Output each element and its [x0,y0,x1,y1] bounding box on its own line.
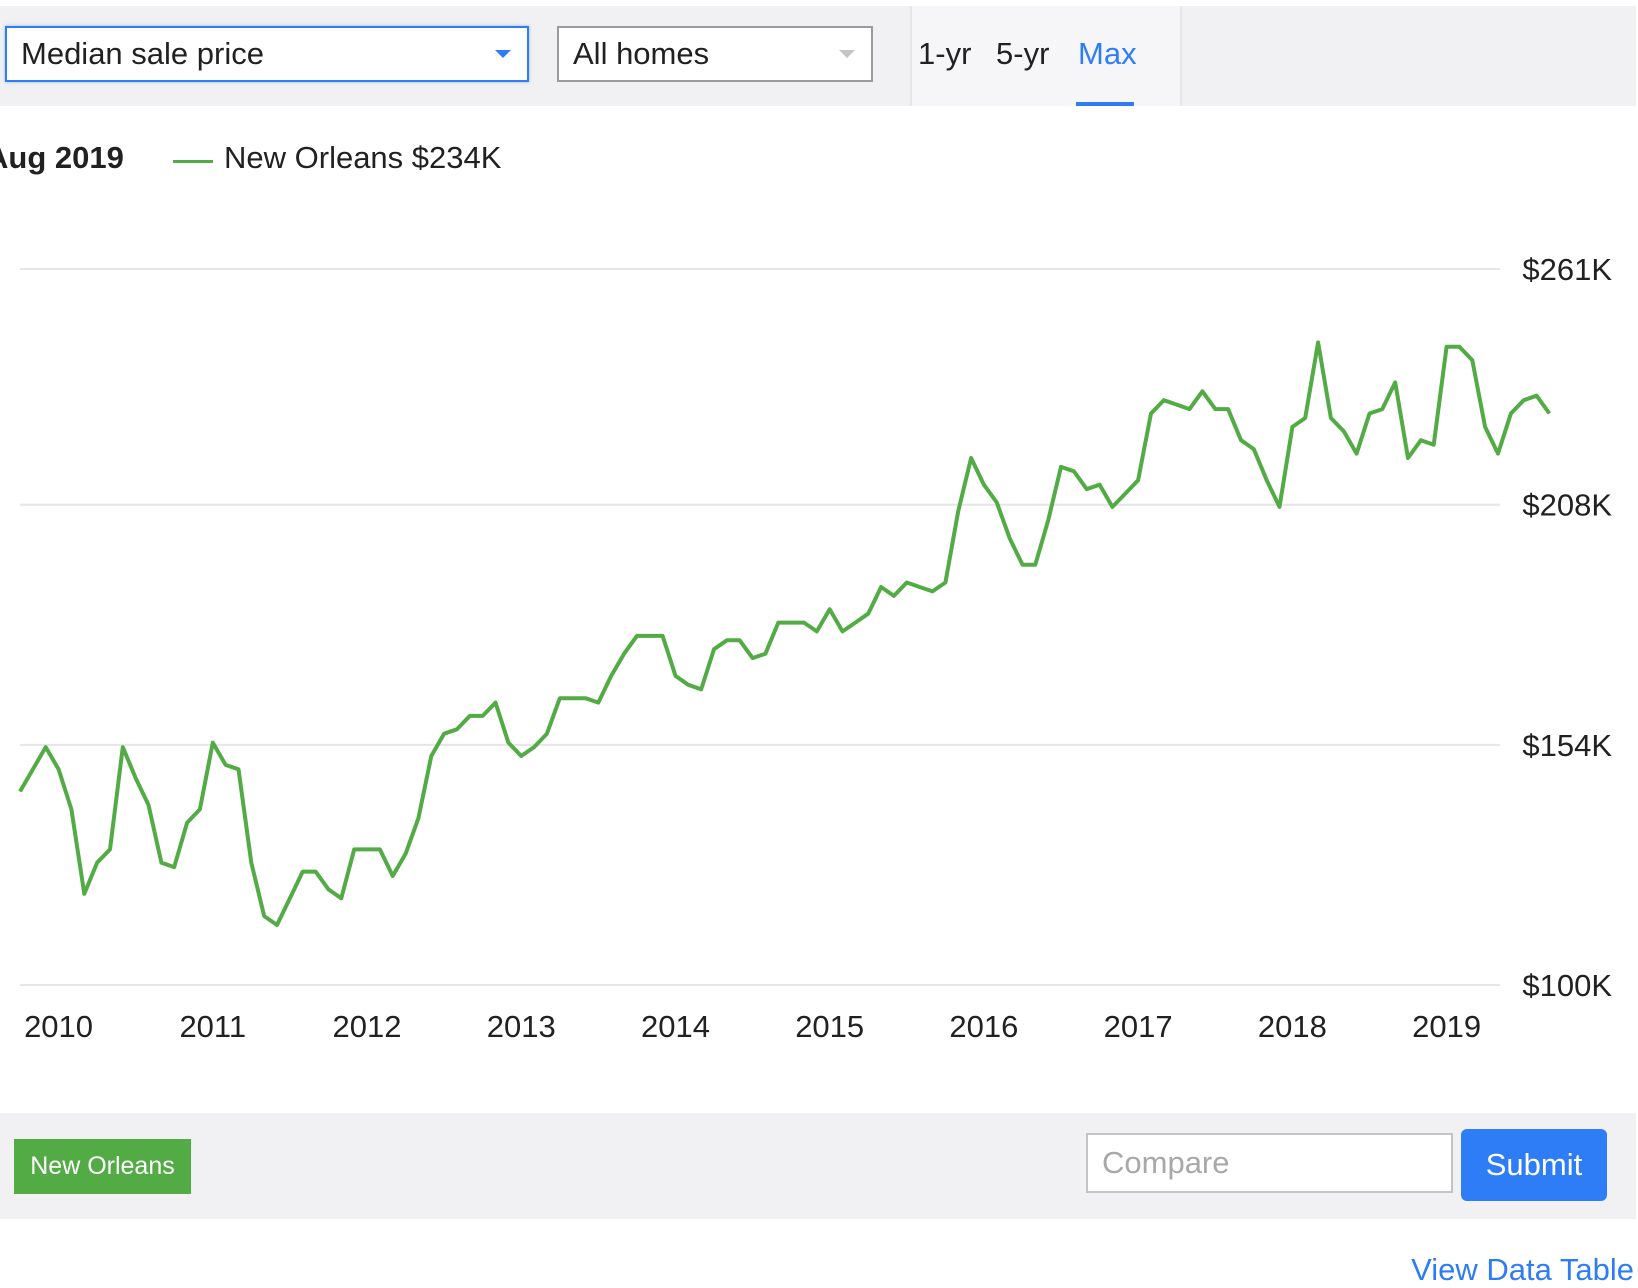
compare-input[interactable] [1086,1133,1453,1193]
range-max-button[interactable]: Max [1078,36,1137,71]
chart-toolbar: Median sale price All homes 1-yr 5-yr Ma… [0,6,1636,106]
y-tick-label: $100K [1522,968,1612,1003]
x-tick-label: 2013 [487,1009,556,1044]
x-tick-label: 2014 [641,1009,710,1044]
range-1yr-button[interactable]: 1-yr [918,36,972,71]
x-tick-label: 2018 [1258,1009,1327,1044]
hover-date-label: Aug 2019 [0,140,124,175]
x-tick-label: 2010 [24,1009,93,1044]
home-type-select[interactable]: All homes [557,26,873,82]
series-line-new-orleans [18,340,1552,927]
legend-series-label: New Orleans $234K [224,140,502,175]
range-5yr-button[interactable]: 5-yr [996,36,1050,71]
y-tick-label: $154K [1522,728,1612,763]
submit-button[interactable]: Submit [1461,1129,1607,1201]
home-type-select-value: All homes [573,36,710,71]
range-selected-indicator [1076,102,1134,106]
chevron-down-icon [839,50,855,58]
line-chart: $100K $154K $208K $261K 2010 2011 2012 2013 2014… [18,252,1612,1044]
metric-select-value: Median sale price [21,36,264,71]
metric-select[interactable]: Median sale price [5,26,529,82]
x-tick-label: 2019 [1412,1009,1481,1044]
x-tick-label: 2017 [1104,1009,1173,1044]
series-chip-new-orleans[interactable]: New Orleans [14,1139,191,1194]
range-selector: 1-yr 5-yr Max [910,6,1182,106]
legend-swatch [173,160,213,163]
chevron-down-icon [495,50,511,58]
x-tick-label: 2012 [333,1009,402,1044]
x-tick-label: 2015 [795,1009,864,1044]
y-tick-label: $208K [1522,488,1612,523]
x-tick-label: 2011 [179,1009,246,1044]
view-data-table-link[interactable]: View Data Table [1411,1252,1634,1287]
compare-bar: New Orleans Submit [0,1113,1636,1219]
x-tick-label: 2016 [949,1009,1018,1044]
y-tick-label: $261K [1522,252,1612,287]
